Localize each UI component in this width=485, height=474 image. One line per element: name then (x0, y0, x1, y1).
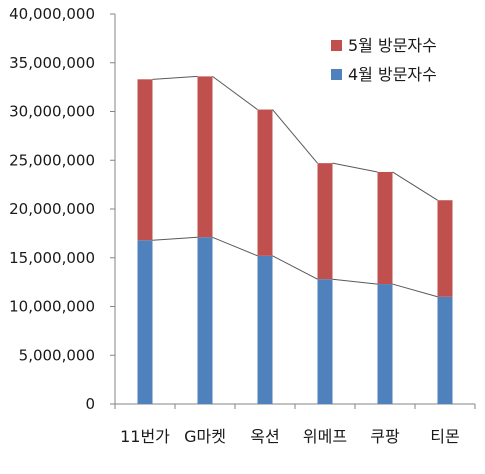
x-tick-label: 11번가 (120, 427, 170, 446)
y-tick-label: 35,000,000 (9, 54, 95, 72)
bars-layer (137, 76, 453, 404)
series-connector-line (212, 236, 258, 257)
legend-swatch (331, 69, 342, 80)
series-connector-line (212, 75, 258, 110)
x-tick-label: 쿠팡 (370, 427, 400, 446)
legend-label: 5월 방문자수 (348, 36, 437, 55)
series-connector-line (152, 236, 198, 241)
series-connector-line (332, 278, 378, 285)
x-tick-label: 위메프 (303, 427, 347, 446)
bar-segment (257, 109, 273, 256)
bar-segment (137, 79, 153, 241)
bar-segment (437, 296, 453, 404)
bar-segment (437, 200, 453, 297)
y-tick-label: 0 (85, 395, 95, 413)
series-connector-line (272, 109, 318, 164)
legend-swatch (331, 40, 342, 51)
series-connector-line (272, 255, 318, 280)
bar-segment (377, 284, 393, 404)
legend: 5월 방문자수 4월 방문자수 (331, 36, 437, 84)
series-connector-line (392, 171, 438, 201)
series-connector-line (152, 75, 198, 80)
y-tick-label: 15,000,000 (9, 249, 95, 267)
bar-segment (317, 163, 333, 280)
y-tick-label: 30,000,000 (9, 103, 95, 121)
bar-segment (197, 76, 213, 238)
x-tick-label: G마켓 (184, 427, 226, 446)
bar-segment (197, 237, 213, 404)
bar-segment (377, 171, 393, 285)
series-connector-line (392, 283, 438, 298)
y-tick-label: 10,000,000 (9, 298, 95, 316)
y-tick-label: 5,000,000 (19, 346, 95, 364)
x-tick-label: 옥션 (250, 427, 279, 446)
bar-segment (317, 279, 333, 404)
bar-segment (137, 240, 153, 404)
axes-layer: 0 5,000,000 10,000,000 15,000,000 20,000,000… (9, 5, 476, 446)
bar-segment (257, 255, 273, 404)
x-tick-label: 티몬 (430, 427, 459, 446)
y-tick-label: 20,000,000 (9, 200, 95, 218)
y-tick-label: 40,000,000 (9, 5, 95, 23)
legend-label: 4월 방문자수 (348, 65, 437, 84)
series-connector-line (332, 162, 378, 173)
connector-lines-layer (152, 75, 438, 298)
y-tick-label: 25,000,000 (9, 151, 95, 169)
